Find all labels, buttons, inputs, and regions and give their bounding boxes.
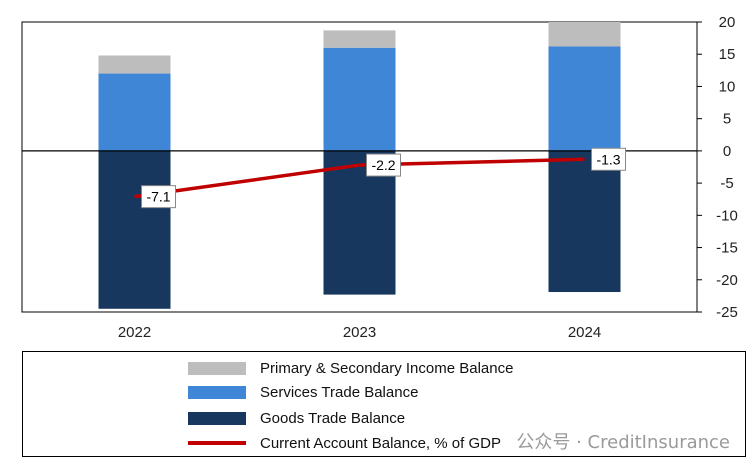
data-label-box-2024 xyxy=(591,147,626,171)
bar-primary-secondary-income-balance-2023 xyxy=(323,30,396,48)
y-tick-label: -5 xyxy=(720,175,733,192)
legend-label: Current Account Balance, % of GDP xyxy=(260,434,501,452)
legend-item-current-account: Current Account Balance, % of GDP xyxy=(188,433,501,453)
bar-primary-secondary-income-balance-2024 xyxy=(548,22,621,47)
x-tick-label: 2023 xyxy=(343,324,376,341)
y-tick-label: -15 xyxy=(716,240,738,257)
y-axis: 20 15 10 5 0 -5 -10 -15 -20 -25 xyxy=(697,14,738,321)
data-label-2023: -2.2 xyxy=(371,157,395,173)
bar-primary-secondary-income-balance-2022 xyxy=(98,55,171,74)
bar-services-trade-balance-2022 xyxy=(98,73,171,151)
legend-item-services-trade: Services Trade Balance xyxy=(188,382,418,402)
x-axis: 2022 2023 2024 xyxy=(118,324,601,341)
legend-item-goods-trade: Goods Trade Balance xyxy=(188,408,405,428)
chart-plot: -7.1 -2.2 -1.3 20 15 10 5 0 -5 -10 -15 -20 -25 2022… xyxy=(21,14,738,341)
bar-services-trade-balance-2023 xyxy=(323,47,396,151)
legend-swatch-primary-secondary-income xyxy=(188,361,246,375)
y-tick-label: 20 xyxy=(719,14,736,31)
legend-label: Goods Trade Balance xyxy=(260,409,406,427)
legend: Primary & Secondary Income Balance Servi… xyxy=(22,351,746,457)
y-tick-label: -20 xyxy=(716,272,738,289)
legend-item-primary-secondary-income: Primary & Secondary Income Balance xyxy=(188,358,513,378)
data-label-box-2023 xyxy=(366,153,401,177)
y-tick-label: 10 xyxy=(719,78,736,95)
y-tick-label: -10 xyxy=(716,207,738,224)
legend-label: Primary & Secondary Income Balance xyxy=(260,359,514,377)
legend-swatch-goods-trade xyxy=(188,411,246,425)
legend-line-current-account xyxy=(188,441,246,445)
y-tick-label: 15 xyxy=(719,46,736,63)
data-label-2022: -7.1 xyxy=(146,189,170,205)
bar-goods-trade-balance-2024 xyxy=(548,150,621,293)
bar-services-trade-balance-2024 xyxy=(548,46,621,151)
watermark: 公众号 · CreditInsurance xyxy=(516,432,730,453)
legend-swatch-services-trade xyxy=(188,385,246,399)
data-labels-layer: -7.1 -2.2 -1.3 xyxy=(141,147,626,209)
line-layer xyxy=(134,157,585,199)
x-tick-label: 2022 xyxy=(118,324,151,341)
legend-label: Services Trade Balance xyxy=(260,383,419,401)
data-label-box-2022 xyxy=(141,185,176,209)
x-tick-label: 2024 xyxy=(568,324,601,341)
plot-area-border xyxy=(21,21,698,313)
data-label-2024: -1.3 xyxy=(596,151,620,167)
y-tick-label: 5 xyxy=(723,111,731,128)
y-tick-label: 0 xyxy=(723,143,731,160)
y-tick-label: -25 xyxy=(716,304,738,321)
bar-goods-trade-balance-2022 xyxy=(98,150,171,309)
